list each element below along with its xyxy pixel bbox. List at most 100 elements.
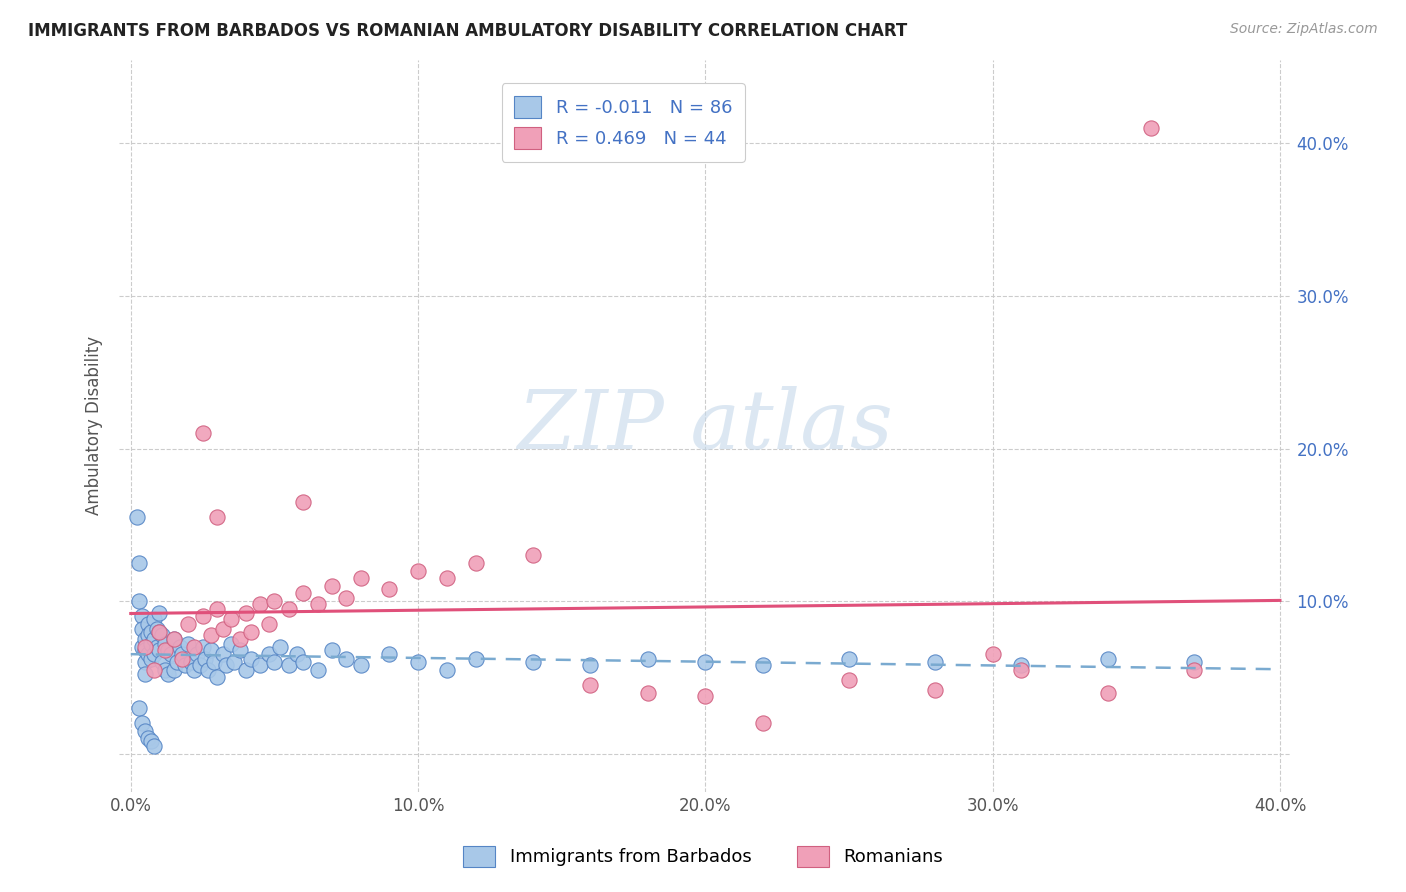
Point xyxy=(134,655,156,669)
Point xyxy=(292,586,315,600)
Point xyxy=(579,658,602,673)
Point xyxy=(183,663,205,677)
Point xyxy=(139,734,162,748)
Point xyxy=(335,591,357,605)
Point xyxy=(349,571,371,585)
Point xyxy=(224,655,246,669)
Point xyxy=(145,622,167,636)
Point xyxy=(200,643,222,657)
Point xyxy=(637,652,659,666)
Point xyxy=(214,658,236,673)
Point xyxy=(139,637,162,651)
Point xyxy=(197,663,219,677)
Point xyxy=(134,640,156,654)
Point xyxy=(349,658,371,673)
Point xyxy=(464,652,486,666)
Point xyxy=(307,597,329,611)
Point xyxy=(180,655,202,669)
Point xyxy=(1097,652,1119,666)
Point xyxy=(169,640,191,654)
Point xyxy=(205,601,228,615)
Point xyxy=(752,716,775,731)
Point xyxy=(838,673,860,688)
Point xyxy=(292,655,315,669)
Text: Source: ZipAtlas.com: Source: ZipAtlas.com xyxy=(1230,22,1378,37)
Point xyxy=(211,622,233,636)
Text: ZIP atlas: ZIP atlas xyxy=(517,385,893,466)
Point xyxy=(142,632,165,647)
Point xyxy=(183,640,205,654)
Point xyxy=(166,655,188,669)
Point xyxy=(155,663,177,677)
Point xyxy=(142,663,165,677)
Point xyxy=(522,655,544,669)
Point xyxy=(136,616,159,631)
Point xyxy=(136,731,159,746)
Point xyxy=(229,632,252,647)
Point xyxy=(191,640,214,654)
Point xyxy=(1097,685,1119,699)
Point xyxy=(221,637,243,651)
Point xyxy=(637,685,659,699)
Point xyxy=(150,627,173,641)
Point xyxy=(235,606,257,620)
Point xyxy=(172,648,194,662)
Point xyxy=(194,652,217,666)
Point xyxy=(139,652,162,666)
Point xyxy=(1010,663,1032,677)
Point xyxy=(205,670,228,684)
Point xyxy=(142,739,165,753)
Point xyxy=(321,643,343,657)
Point xyxy=(240,652,263,666)
Point xyxy=(172,652,194,666)
Point xyxy=(406,564,429,578)
Point xyxy=(128,701,150,715)
Point xyxy=(160,648,183,662)
Point xyxy=(134,667,156,681)
Point xyxy=(131,622,153,636)
Point xyxy=(378,648,401,662)
Point xyxy=(200,627,222,641)
Point xyxy=(157,667,180,681)
Point xyxy=(131,609,153,624)
Point xyxy=(163,632,186,647)
Point xyxy=(579,678,602,692)
Point xyxy=(177,616,200,631)
Point xyxy=(1182,663,1205,677)
Point xyxy=(155,637,177,651)
Point xyxy=(191,426,214,441)
Point xyxy=(406,655,429,669)
Legend: Immigrants from Barbados, Romanians: Immigrants from Barbados, Romanians xyxy=(456,838,950,874)
Text: IMMIGRANTS FROM BARBADOS VS ROMANIAN AMBULATORY DISABILITY CORRELATION CHART: IMMIGRANTS FROM BARBADOS VS ROMANIAN AMB… xyxy=(28,22,907,40)
Point xyxy=(211,648,233,662)
Point xyxy=(155,643,177,657)
Point xyxy=(924,655,946,669)
Point xyxy=(177,637,200,651)
Point xyxy=(257,648,280,662)
Point xyxy=(134,643,156,657)
Point xyxy=(464,556,486,570)
Point xyxy=(191,609,214,624)
Point xyxy=(235,663,257,677)
Point xyxy=(125,510,148,524)
Point xyxy=(257,616,280,631)
Point xyxy=(148,624,170,639)
Point xyxy=(263,594,285,608)
Point xyxy=(436,571,458,585)
Point xyxy=(335,652,357,666)
Point xyxy=(131,640,153,654)
Point xyxy=(148,606,170,620)
Point xyxy=(292,495,315,509)
Point xyxy=(249,597,271,611)
Point xyxy=(522,549,544,563)
Point xyxy=(1182,655,1205,669)
Point xyxy=(188,658,211,673)
Point xyxy=(136,648,159,662)
Point xyxy=(136,627,159,641)
Point xyxy=(1139,121,1161,136)
Point xyxy=(131,716,153,731)
Point xyxy=(229,643,252,657)
Point xyxy=(277,601,299,615)
Point xyxy=(263,655,285,669)
Point xyxy=(142,648,165,662)
